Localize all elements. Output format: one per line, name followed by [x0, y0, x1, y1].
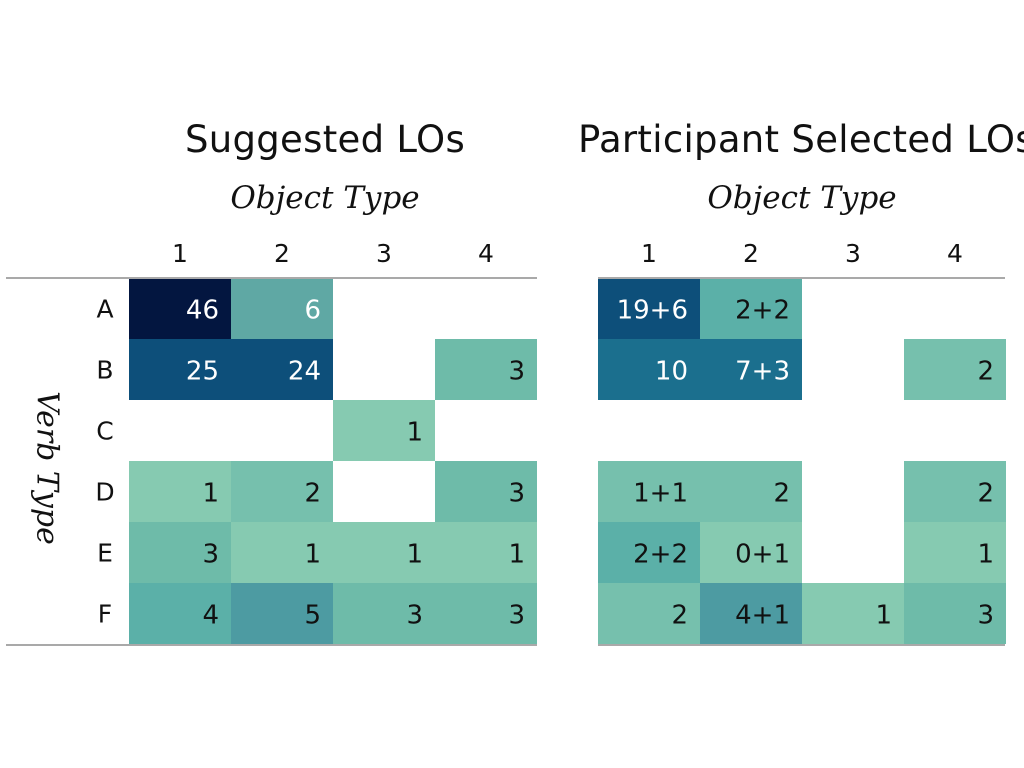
heatmap-cell — [231, 278, 333, 339]
column-tick-label: 4 — [478, 239, 494, 268]
column-tick-label: 2 — [743, 239, 759, 268]
heatmap-cell — [129, 278, 231, 339]
heatmap-cell — [904, 583, 1006, 644]
cell-value-label: 25 — [186, 357, 219, 387]
cell-value-label: 1 — [977, 540, 994, 570]
cell-value-label: 24 — [288, 357, 321, 387]
heatmap-cell — [435, 339, 537, 400]
heatmap-cell — [129, 461, 231, 522]
heatmap-cell — [333, 583, 435, 644]
heatmap-cell — [435, 583, 537, 644]
heatmap-cell — [598, 522, 700, 583]
heatmap-cell — [231, 461, 333, 522]
heatmap-cell — [231, 583, 333, 644]
object-type-label-right: Object Type — [707, 180, 897, 216]
cell-value-label: 2+2 — [735, 296, 790, 326]
heatmap-cell — [333, 522, 435, 583]
column-tick-label: 2 — [274, 239, 290, 268]
cell-value-label: 2 — [977, 357, 994, 387]
object-type-label-left: Object Type — [230, 180, 420, 216]
cell-value-label: 2 — [773, 479, 790, 509]
column-tick-label: 3 — [376, 239, 392, 268]
row-tick-label: C — [96, 417, 113, 446]
heatmap-cell — [700, 461, 802, 522]
cell-value-label: 5 — [304, 601, 321, 631]
column-tick-label: 4 — [947, 239, 963, 268]
row-tick-label: F — [98, 600, 112, 629]
cell-value-label: 1 — [508, 540, 525, 570]
cell-value-label: 1 — [304, 540, 321, 570]
heatmap-cell — [904, 461, 1006, 522]
heatmap-cell — [598, 339, 700, 400]
heatmap-cell — [129, 522, 231, 583]
row-tick-label: B — [96, 356, 113, 385]
cell-value-label: 19+6 — [617, 296, 688, 326]
cell-value-label: 2 — [671, 601, 688, 631]
cell-value-label: 2 — [977, 479, 994, 509]
cell-value-label: 10 — [655, 357, 688, 387]
heatmap-cell — [598, 278, 700, 339]
column-tick-label: 3 — [845, 239, 861, 268]
heatmap-cell — [598, 583, 700, 644]
cell-value-label: 6 — [304, 296, 321, 326]
heatmap-cell — [904, 522, 1006, 583]
heatmap-cell — [802, 583, 904, 644]
row-tick-label: D — [95, 478, 114, 507]
cell-value-label: 3 — [508, 601, 525, 631]
column-tick-label: 1 — [641, 239, 657, 268]
heatmap-cell — [231, 339, 333, 400]
suggested-los-title: Suggested LOs — [184, 118, 466, 161]
cell-value-label: 4 — [202, 601, 219, 631]
cell-value-label: 2 — [304, 479, 321, 509]
participant-selected-los-title: Participant Selected LOs — [578, 118, 1024, 161]
cell-value-label: 46 — [186, 296, 219, 326]
heatmap-cell — [435, 461, 537, 522]
cell-value-label: 1 — [406, 418, 423, 448]
heatmap-cell — [435, 522, 537, 583]
cell-value-label: 3 — [508, 479, 525, 509]
cell-value-label: 7+3 — [735, 357, 790, 387]
row-tick-label: E — [97, 539, 113, 568]
cell-value-label: 4+1 — [735, 601, 790, 631]
cell-value-label: 1+1 — [633, 479, 688, 509]
cell-value-label: 2+2 — [633, 540, 688, 570]
heatmap-cell — [129, 583, 231, 644]
heatmap-cell — [129, 339, 231, 400]
heatmap-cell — [700, 583, 802, 644]
cell-value-label: 3 — [406, 601, 423, 631]
heatmap-cell — [700, 339, 802, 400]
cell-value-label: 3 — [508, 357, 525, 387]
cell-value-label: 3 — [977, 601, 994, 631]
cell-value-label: 1 — [406, 540, 423, 570]
heatmap-cell — [904, 339, 1006, 400]
heatmap-cell — [231, 522, 333, 583]
heatmap-cell — [700, 522, 802, 583]
cell-value-label: 1 — [202, 479, 219, 509]
cell-value-label: 0+1 — [735, 540, 790, 570]
heatmap-cell — [333, 400, 435, 461]
cell-value-label: 3 — [202, 540, 219, 570]
heatmap-cell — [598, 461, 700, 522]
cell-value-label: 1 — [875, 601, 892, 631]
row-tick-label: A — [96, 295, 113, 324]
heatmap-cell — [700, 278, 802, 339]
column-tick-label: 1 — [172, 239, 188, 268]
